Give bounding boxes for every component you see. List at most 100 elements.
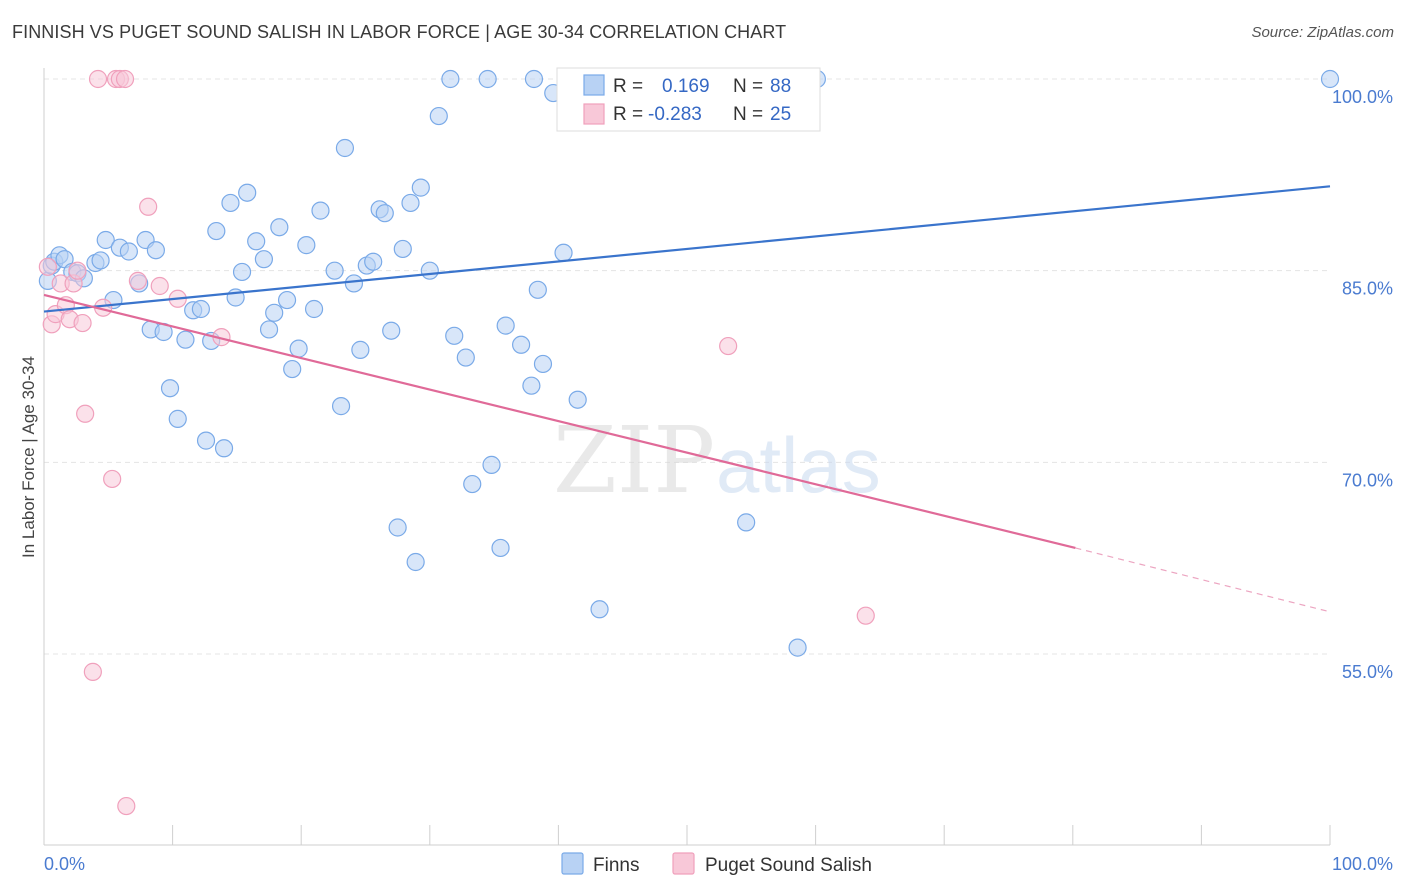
chart-title: FINNISH VS PUGET SOUND SALISH IN LABOR F…	[12, 22, 787, 42]
data-point	[388, 518, 407, 537]
data-point	[277, 290, 297, 310]
data-point	[719, 336, 738, 356]
y-axis-label: In Labor Force | Age 30-34	[19, 356, 38, 558]
y-tick-label: 100.0%	[1332, 87, 1393, 107]
data-point	[221, 193, 240, 213]
data-point	[524, 69, 544, 89]
data-point	[289, 339, 308, 358]
x-tick-labels: 0.0% 100.0%	[44, 854, 1393, 874]
source-label: Source: ZipAtlas.com	[1251, 24, 1394, 41]
data-point	[150, 276, 169, 296]
legend-finns-label: Finns	[593, 855, 639, 876]
legend-salish-swatch	[672, 852, 695, 875]
data-point	[478, 69, 497, 89]
data-point	[482, 455, 501, 474]
data-point	[382, 321, 401, 340]
legend-finns-swatch	[561, 852, 584, 875]
y-tick-label: 70.0%	[1342, 470, 1393, 490]
data-point	[119, 242, 138, 261]
y-tick-label: 55.0%	[1342, 662, 1393, 682]
data-point	[375, 204, 394, 223]
data-point	[364, 252, 383, 271]
data-point	[463, 474, 482, 494]
salish-r-label: R =	[613, 104, 643, 125]
stats-legend: R = 0.169 N = 88 R = -0.283 N = 25	[556, 67, 821, 132]
data-point	[83, 662, 102, 681]
data-point	[191, 299, 210, 319]
finns-points	[38, 69, 1340, 657]
salish-n-value: 25	[770, 104, 791, 125]
data-point	[238, 183, 257, 202]
data-point	[96, 230, 115, 250]
data-point	[406, 552, 425, 572]
trend-line-0	[43, 185, 1331, 313]
data-point	[456, 348, 475, 367]
data-point	[196, 431, 216, 450]
trend-lines	[43, 185, 1331, 613]
data-point	[429, 106, 448, 126]
data-point	[117, 796, 136, 816]
data-point	[788, 638, 807, 657]
data-point	[441, 69, 460, 89]
data-point	[568, 390, 587, 409]
data-point	[512, 335, 531, 354]
data-point	[232, 262, 252, 282]
data-point	[103, 469, 122, 489]
data-point	[115, 69, 135, 89]
finns-legend-swatch	[583, 74, 605, 96]
data-point	[73, 313, 92, 333]
data-point	[522, 376, 541, 395]
data-point	[304, 299, 324, 319]
data-point	[325, 261, 344, 280]
series-legend: Finns Puget Sound Salish	[561, 852, 872, 876]
data-point	[68, 261, 87, 280]
finns-n-value: 88	[770, 76, 791, 97]
data-point	[554, 243, 573, 262]
data-point	[128, 271, 147, 290]
data-point	[176, 330, 195, 349]
data-point	[445, 326, 464, 345]
data-point	[491, 538, 510, 558]
y-tick-labels: 100.0% 85.0% 70.0% 55.0%	[1332, 87, 1393, 682]
trend-line-1	[43, 293, 1076, 550]
data-point	[139, 197, 158, 216]
data-point	[88, 69, 108, 89]
data-point	[283, 359, 302, 379]
data-point	[247, 232, 266, 251]
data-point	[76, 404, 95, 423]
finns-r-label: R =	[613, 76, 643, 97]
data-point	[420, 261, 439, 280]
data-point	[146, 241, 165, 260]
legend-salish-label: Puget Sound Salish	[705, 855, 872, 876]
watermark-zip: ZIP	[553, 407, 715, 514]
x-axis-ticks	[172, 825, 1331, 845]
data-point	[297, 236, 316, 255]
data-point	[1320, 69, 1340, 89]
x-tick-label: 100.0%	[1332, 854, 1393, 874]
data-point	[160, 379, 180, 398]
salish-r-value: -0.283	[648, 104, 702, 125]
finns-r-value: 0.169	[662, 76, 710, 97]
trend-line-extension-1	[1075, 547, 1331, 613]
data-point	[311, 201, 330, 220]
data-point	[38, 257, 57, 276]
data-point	[737, 513, 756, 532]
data-point	[351, 340, 370, 359]
data-point	[533, 354, 553, 374]
gridlines	[44, 78, 1330, 655]
x-tick-label: 0.0%	[44, 854, 85, 874]
data-point	[401, 193, 420, 213]
data-point	[496, 316, 515, 335]
data-point	[856, 606, 875, 625]
data-point	[254, 250, 274, 269]
data-point	[411, 178, 430, 197]
data-point	[168, 409, 187, 428]
data-point	[259, 320, 279, 339]
finns-n-label: N =	[733, 76, 763, 97]
data-point	[335, 138, 355, 158]
data-point	[91, 251, 110, 270]
data-point	[214, 439, 234, 458]
data-point	[270, 218, 289, 237]
puget-sound-salish-points	[38, 69, 875, 816]
